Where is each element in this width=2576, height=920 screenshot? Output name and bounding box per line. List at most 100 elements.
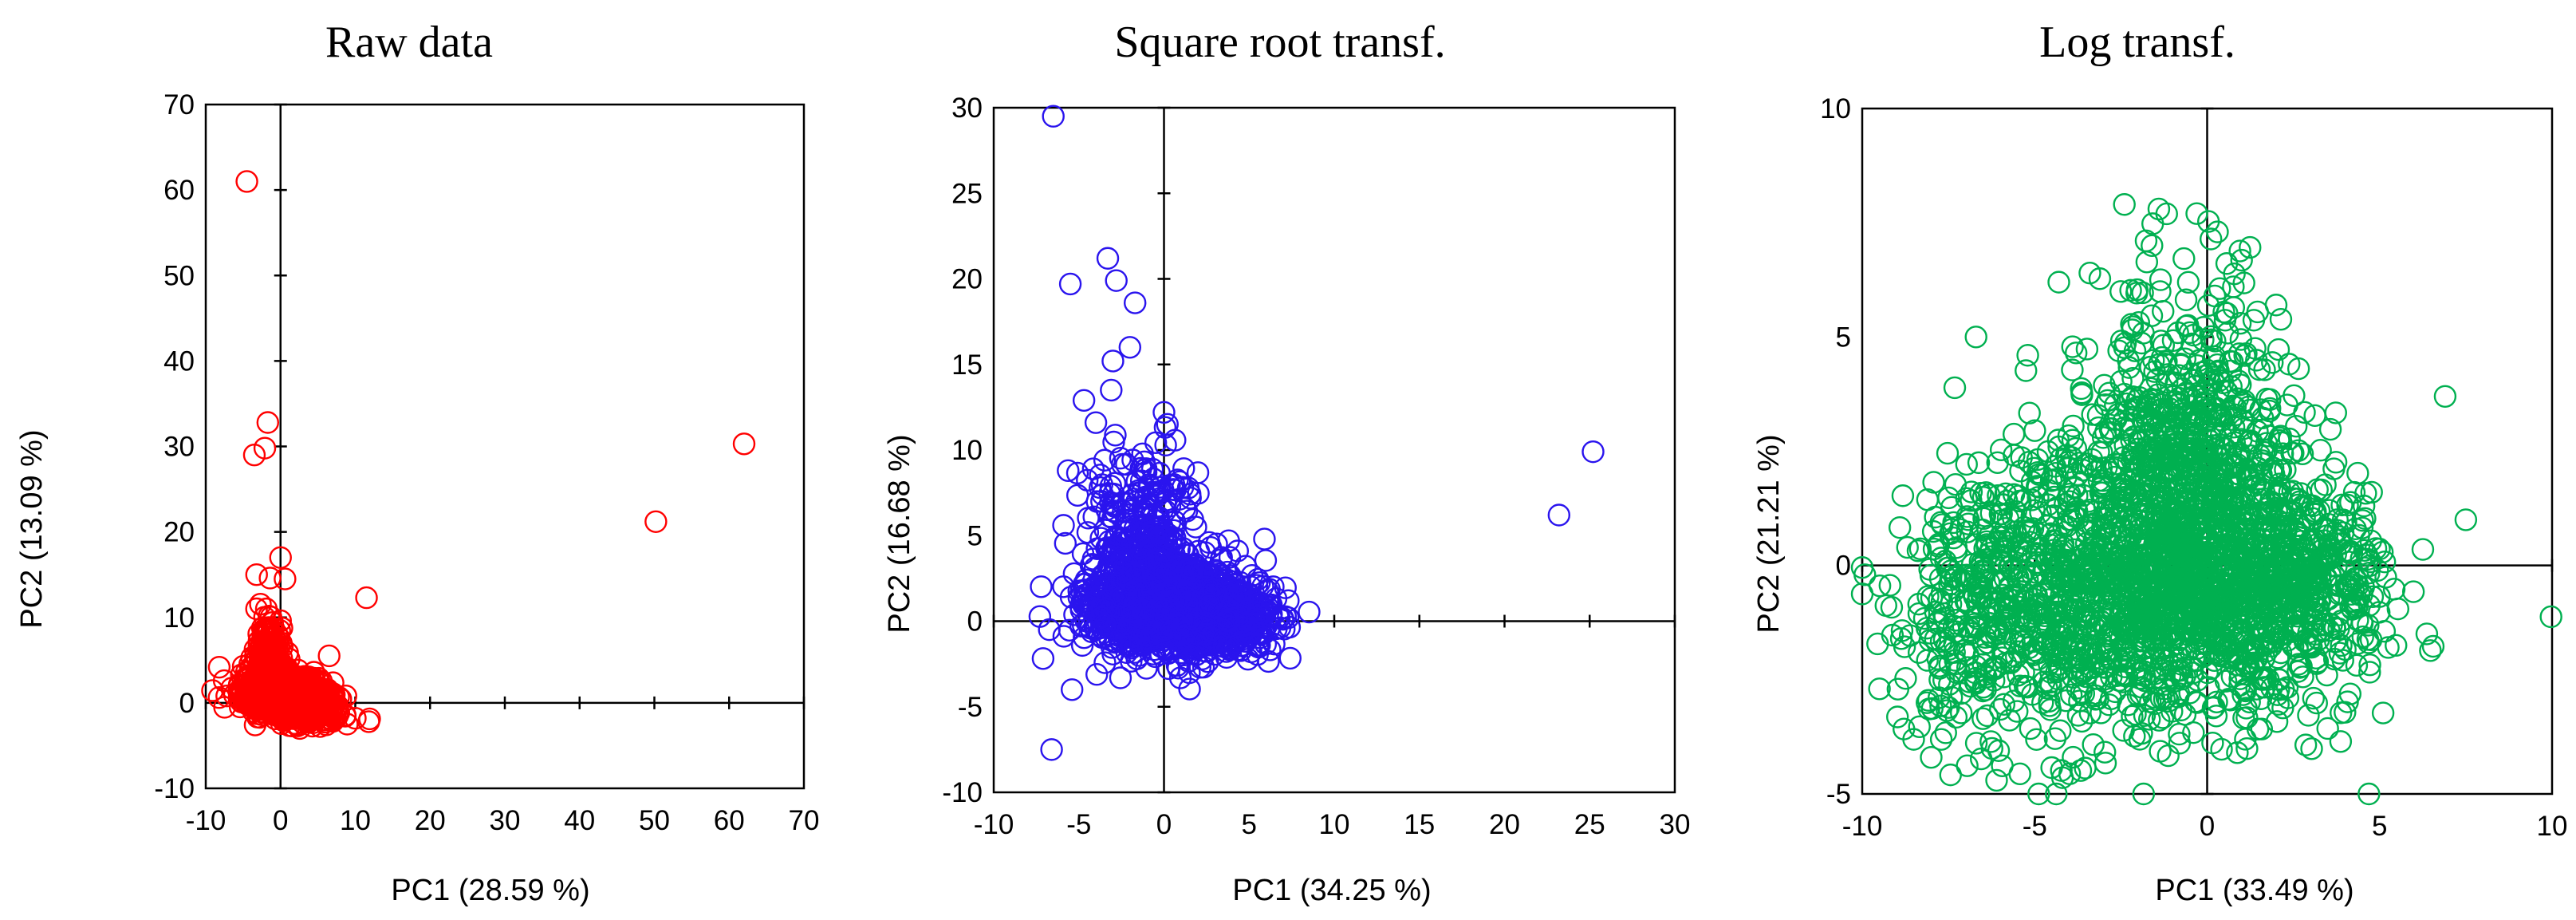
x-tick-label: 0 — [1156, 809, 1172, 840]
x-tick-label: 10 — [2537, 811, 2568, 842]
data-point-outlier — [732, 432, 756, 456]
x-tick-label: 30 — [1660, 809, 1691, 840]
data-point — [1038, 618, 1061, 642]
data-point-outlier — [1124, 291, 1147, 314]
x-tick-label: 60 — [714, 805, 745, 836]
data-point — [249, 593, 272, 616]
x-axis-label: PC1 (28.59 %) — [391, 874, 589, 907]
y-tick-label: -5 — [958, 692, 983, 723]
data-point-outlier — [1100, 378, 1123, 402]
data-point-outlier — [1058, 272, 1082, 296]
data-point — [275, 687, 298, 711]
data-point — [1085, 663, 1109, 686]
y-tick-label: 0 — [179, 688, 195, 719]
x-tick-label: 40 — [564, 805, 595, 836]
data-point-outlier — [317, 644, 341, 668]
x-tick-label: 5 — [2372, 811, 2387, 842]
y-tick-label: -5 — [1826, 779, 1851, 810]
data-point — [2316, 717, 2339, 740]
data-point — [1030, 575, 1053, 598]
data-point — [262, 689, 286, 713]
data-point-outlier — [235, 170, 258, 193]
y-tick-label: 20 — [951, 264, 983, 295]
data-point — [276, 642, 299, 665]
chart-title: Square root transf. — [1114, 18, 1445, 67]
data-point-outlier — [245, 563, 268, 586]
data-point-outlier — [230, 690, 254, 714]
data-point — [207, 655, 231, 679]
y-tick-label: 20 — [163, 517, 195, 548]
x-tick-label: 50 — [639, 805, 670, 836]
chart-panel-sqrt: Square root transf. PC1 (34.25 %) PC2 (1… — [883, 18, 1690, 907]
data-point-outlier — [355, 586, 378, 610]
x-tick-label: 20 — [1489, 809, 1520, 840]
y-tick-label: 15 — [951, 349, 983, 381]
data-point — [2070, 709, 2093, 733]
data-points — [201, 170, 756, 740]
y-tick-label: 5 — [1836, 322, 1851, 353]
data-point — [1093, 651, 1117, 674]
chart-title: Log transf. — [2039, 18, 2235, 67]
data-point — [1031, 647, 1055, 670]
data-point-outlier — [344, 706, 367, 730]
data-point — [303, 693, 326, 717]
data-point-outlier — [1118, 336, 1142, 359]
data-point — [2157, 744, 2180, 768]
data-point — [1936, 441, 1960, 465]
data-point-outlier — [1061, 678, 1084, 701]
data-point-outlier — [1253, 527, 1276, 551]
data-point — [1059, 586, 1083, 609]
data-point — [1172, 457, 1195, 480]
data-point-outlier — [269, 546, 292, 569]
chart-title: Raw data — [325, 18, 493, 67]
data-point — [336, 713, 359, 736]
data-point-outlier — [1096, 247, 1120, 270]
y-tick-label: 10 — [163, 602, 195, 634]
y-axis-label: PC2 (13.09 %) — [15, 429, 49, 628]
data-point-outlier — [1101, 349, 1125, 373]
data-point — [254, 650, 278, 673]
x-axis-label: PC1 (33.49 %) — [2155, 874, 2353, 907]
data-point-outlier — [253, 436, 277, 460]
x-tick-label: 5 — [1242, 809, 1257, 840]
data-point — [243, 713, 267, 736]
y-tick-label: 25 — [951, 178, 983, 209]
data-point — [2411, 538, 2435, 561]
data-point-outlier — [1547, 503, 1571, 527]
y-tick-label: 30 — [163, 432, 195, 463]
y-tick-label: 10 — [951, 435, 983, 466]
data-point — [2300, 737, 2323, 760]
x-tick-label: 10 — [340, 805, 371, 836]
x-tick-label: 30 — [490, 805, 521, 836]
y-tick-label: -10 — [942, 777, 983, 808]
data-point — [293, 689, 317, 712]
data-point — [2539, 605, 2562, 629]
data-point — [309, 685, 333, 709]
y-tick-label: 70 — [163, 89, 195, 120]
data-point-outlier — [256, 411, 280, 434]
data-point — [1262, 575, 1285, 598]
data-point — [1065, 484, 1089, 507]
x-tick-label: -10 — [186, 805, 226, 836]
data-point — [2401, 580, 2425, 603]
plot-frame — [204, 103, 805, 790]
data-point-outlier — [1040, 738, 1063, 761]
data-point-outlier — [1084, 411, 1108, 434]
data-point-outlier — [1105, 269, 1128, 292]
data-point — [215, 685, 238, 708]
x-tick-label: 0 — [273, 805, 288, 836]
x-tick-label: -5 — [2023, 811, 2047, 842]
data-point — [207, 686, 230, 709]
chart-panel-raw: Raw data PC1 (28.59 %) PC2 (13.09 %) -10… — [15, 18, 819, 907]
x-tick-label: 10 — [1319, 809, 1350, 840]
data-point-outlier — [644, 510, 668, 533]
y-tick-label: -10 — [154, 773, 195, 804]
y-tick-label: 0 — [967, 606, 983, 638]
x-tick-label: 15 — [1404, 809, 1435, 840]
data-point-outlier — [1072, 389, 1096, 412]
data-point-outlier — [274, 567, 297, 590]
